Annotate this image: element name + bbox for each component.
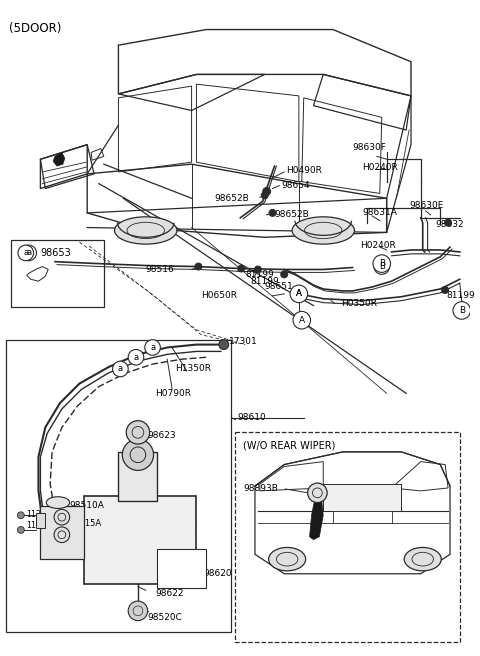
Ellipse shape xyxy=(404,548,441,571)
Text: 81199: 81199 xyxy=(245,270,274,279)
Circle shape xyxy=(126,420,150,444)
Circle shape xyxy=(442,287,449,293)
Circle shape xyxy=(219,340,228,350)
Text: a: a xyxy=(150,343,155,352)
Circle shape xyxy=(444,219,452,226)
Circle shape xyxy=(54,527,70,543)
Circle shape xyxy=(18,245,34,260)
Circle shape xyxy=(21,245,36,260)
Text: (W/O REAR WIPER): (W/O REAR WIPER) xyxy=(243,440,336,450)
Text: H0790R: H0790R xyxy=(156,389,192,398)
Text: 98631A: 98631A xyxy=(362,209,397,217)
Circle shape xyxy=(374,258,390,274)
Text: A: A xyxy=(299,316,305,325)
Bar xyxy=(333,512,392,523)
Text: (5DOOR): (5DOOR) xyxy=(9,22,61,35)
Text: 98623: 98623 xyxy=(148,431,176,440)
Circle shape xyxy=(238,265,245,272)
Circle shape xyxy=(261,192,268,199)
Text: 98520C: 98520C xyxy=(148,613,182,622)
Bar xyxy=(119,452,157,501)
Bar xyxy=(36,513,45,528)
Ellipse shape xyxy=(46,497,70,508)
Circle shape xyxy=(269,209,276,216)
Text: H1350R: H1350R xyxy=(175,365,211,373)
Text: 98652B: 98652B xyxy=(275,211,309,219)
Text: 98651: 98651 xyxy=(265,281,293,291)
Text: A: A xyxy=(296,289,302,298)
Circle shape xyxy=(263,188,271,195)
Circle shape xyxy=(281,271,288,277)
Circle shape xyxy=(373,255,391,272)
Text: 81199: 81199 xyxy=(446,291,475,300)
Circle shape xyxy=(17,527,24,533)
Circle shape xyxy=(122,439,154,470)
Circle shape xyxy=(291,286,307,302)
Text: H0650R: H0650R xyxy=(201,291,237,300)
Text: 98622: 98622 xyxy=(156,589,184,598)
Bar xyxy=(11,240,104,306)
Circle shape xyxy=(54,510,70,525)
Text: a: a xyxy=(26,249,31,257)
Bar xyxy=(323,484,401,512)
Circle shape xyxy=(308,483,327,502)
Text: 98516: 98516 xyxy=(146,265,175,274)
Circle shape xyxy=(128,350,144,365)
Text: 98652B: 98652B xyxy=(214,194,249,203)
Circle shape xyxy=(113,361,128,377)
Text: a: a xyxy=(118,365,123,373)
Bar xyxy=(6,340,230,632)
Text: 81199: 81199 xyxy=(250,277,279,285)
Text: A: A xyxy=(296,289,302,298)
Text: a: a xyxy=(23,249,28,257)
Text: B: B xyxy=(459,306,465,315)
Circle shape xyxy=(145,340,160,356)
Circle shape xyxy=(293,312,311,329)
Text: H0490R: H0490R xyxy=(286,167,322,175)
Text: 98632: 98632 xyxy=(435,220,464,229)
Text: 98620: 98620 xyxy=(203,569,232,579)
Text: 1125GG: 1125GG xyxy=(26,510,59,519)
Text: B: B xyxy=(379,259,385,268)
Text: 98653: 98653 xyxy=(40,248,71,258)
Circle shape xyxy=(254,266,261,273)
Text: 98515A: 98515A xyxy=(70,518,102,527)
Circle shape xyxy=(453,302,470,319)
Circle shape xyxy=(128,601,148,621)
Bar xyxy=(236,432,460,642)
Polygon shape xyxy=(53,152,65,166)
Text: B: B xyxy=(379,262,384,271)
Text: H0240R: H0240R xyxy=(362,163,398,172)
Text: H0240R: H0240R xyxy=(360,241,396,249)
Text: 11291: 11291 xyxy=(26,520,51,529)
Text: 98893B: 98893B xyxy=(243,484,278,493)
Text: H0350R: H0350R xyxy=(341,299,377,308)
Bar xyxy=(84,496,196,584)
Text: 98610: 98610 xyxy=(238,413,266,422)
Text: a: a xyxy=(133,353,139,361)
Text: 17301: 17301 xyxy=(228,337,257,346)
Text: 98654: 98654 xyxy=(281,181,310,190)
Bar xyxy=(40,506,84,559)
Circle shape xyxy=(290,285,308,302)
Circle shape xyxy=(195,263,202,270)
Ellipse shape xyxy=(115,217,177,244)
Text: 98630E: 98630E xyxy=(409,201,444,210)
Polygon shape xyxy=(310,496,323,540)
Text: 98510A: 98510A xyxy=(70,501,105,510)
Bar xyxy=(157,549,206,588)
Text: 98630F: 98630F xyxy=(352,143,386,152)
Circle shape xyxy=(17,512,24,519)
Ellipse shape xyxy=(292,217,354,244)
Ellipse shape xyxy=(269,548,306,571)
